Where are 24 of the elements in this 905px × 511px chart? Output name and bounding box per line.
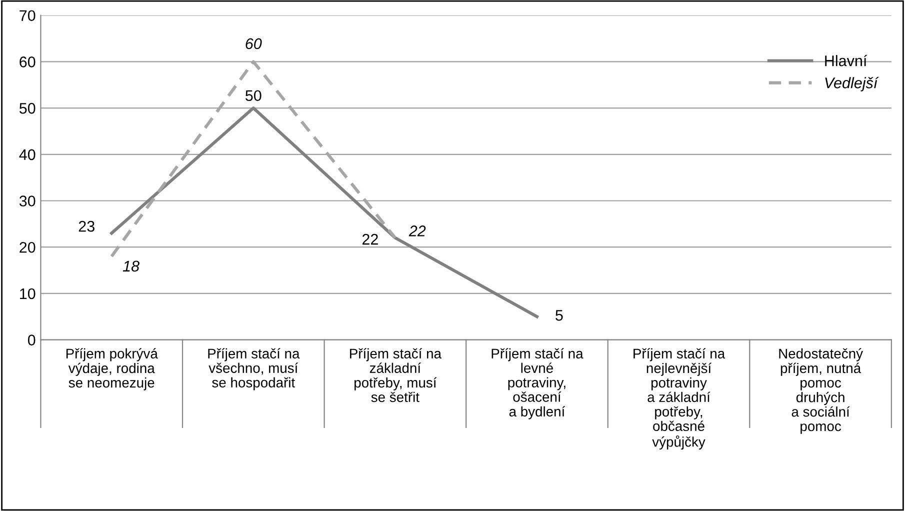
legend-label: Hlavní (825, 54, 868, 66)
legend-label: Vedlejší (825, 76, 879, 92)
y-tick-label: 40 (19, 149, 36, 160)
y-tick-label: 70 (20, 10, 36, 22)
data-label: 22 (408, 226, 426, 236)
x-tick-label: Příjem stačí na základní potřeby, musí se šetřit (350, 348, 442, 402)
x-tick-label: Příjem stačí na levné potraviny, ošacení a bydlení (492, 348, 584, 420)
y-tick-label: 60 (20, 56, 36, 68)
y-tick-label: 10 (20, 288, 36, 300)
data-label: 60 (246, 38, 262, 50)
x-tick-label: Nedostatečný příjem, nutná pomoc druhých a sociální pomoc (779, 348, 863, 434)
line-series (110, 106, 538, 318)
data-label: 50 (246, 90, 262, 102)
x-tick-label: Příjem pokrývá výdaje, rodina se neomezuje (66, 348, 158, 390)
x-tick-label: Příjem stačí na nejlevnější potraviny a základní potřeby, občasné výpůjčky (634, 348, 726, 450)
data-label: 18 (122, 260, 140, 272)
y-tick-label: 20 (20, 242, 36, 253)
y-tick-label: 50 (19, 102, 36, 114)
data-label: 23 (78, 220, 94, 232)
data-label: 22 (362, 234, 378, 245)
x-tick-label: Příjem stačí na všechno, musí se hospodařit (208, 348, 300, 390)
data-label: 5 (556, 310, 563, 321)
y-tick-label: 30 (19, 196, 36, 206)
y-tick-label: 0 (28, 334, 36, 346)
